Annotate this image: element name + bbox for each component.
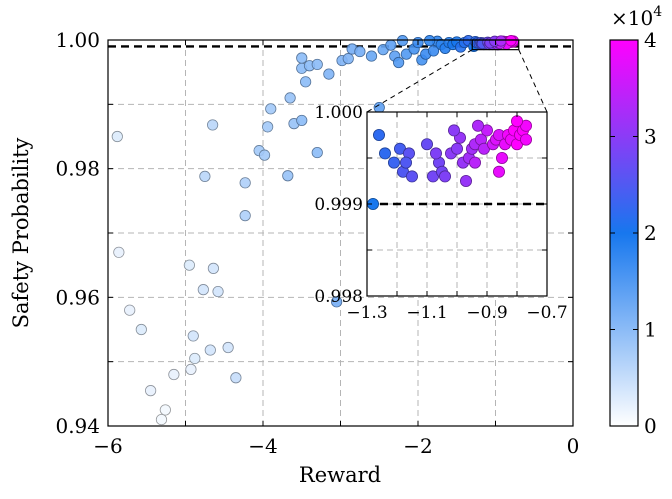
y-tick-label: 1.00	[55, 28, 100, 52]
data-point	[427, 45, 440, 57]
inset-points	[366, 115, 533, 210]
inset-data-point	[459, 174, 472, 187]
colorbar-tick-label: 3	[644, 125, 657, 149]
x-tick-label: −2	[403, 434, 432, 458]
data-point	[296, 52, 308, 64]
colorbar-tick-label: 4	[644, 28, 657, 52]
data-point	[311, 58, 323, 71]
inset-data-point	[429, 147, 442, 160]
data-point	[111, 130, 123, 143]
data-point	[212, 285, 224, 298]
data-point	[282, 170, 294, 182]
data-point	[207, 262, 219, 274]
colorbar-tick-label: 1	[644, 318, 657, 342]
data-point	[400, 48, 412, 60]
data-point	[124, 304, 136, 316]
colorbar-multiplier-base: ×10	[611, 6, 653, 30]
colorbar-tick-label: 2	[644, 221, 657, 245]
x-tick-label: −6	[93, 434, 122, 458]
inset-data-point	[471, 119, 484, 132]
data-point	[296, 114, 308, 127]
data-point	[300, 76, 312, 88]
inset-data-point	[387, 156, 400, 169]
data-point	[155, 413, 168, 426]
data-point	[113, 246, 125, 258]
data-point	[311, 146, 323, 159]
data-point	[199, 170, 211, 182]
inset-y-tick-label: 0.998	[314, 287, 363, 307]
data-point	[365, 50, 378, 62]
data-point	[424, 35, 436, 47]
colorbar-multiplier-exponent: 4	[653, 4, 662, 20]
inset-y-tick-label: 1.000	[314, 103, 363, 123]
data-point	[145, 385, 157, 397]
inset-x-tick-label: −1.1	[406, 303, 447, 323]
data-point	[168, 368, 180, 381]
data-point	[495, 35, 507, 47]
zoom-line-right	[518, 49, 548, 113]
data-point	[373, 101, 385, 114]
data-point	[262, 121, 274, 133]
data-point	[505, 35, 517, 47]
data-point	[135, 323, 147, 336]
inset-data-point	[450, 142, 463, 155]
data-point	[258, 149, 271, 161]
data-point	[189, 352, 201, 365]
data-point	[197, 284, 209, 296]
colorbar-ticks: 0 1 2 3 4	[610, 28, 657, 438]
data-point	[185, 363, 197, 375]
x-tick-label: −4	[248, 434, 277, 458]
y-tick-label: 0.94	[55, 414, 100, 438]
inset-x-tick-label: −0.9	[466, 303, 507, 323]
inset-ticks: −1.3 −1.1 −0.9 −0.7 0.998 0.999 1.000	[314, 103, 567, 323]
main-ticks: −6 −4 −2 0 0.94 0.96 0.98 1.00	[55, 28, 579, 458]
inset-x-tick-label: −1.3	[346, 303, 387, 323]
data-point	[207, 119, 219, 131]
inset-data-point	[510, 115, 523, 128]
data-point	[204, 344, 216, 356]
x-tick-label: 0	[567, 434, 580, 458]
data-point	[331, 296, 343, 308]
data-point	[239, 210, 251, 222]
data-point	[222, 341, 234, 354]
data-point	[354, 45, 366, 58]
inset-data-point	[405, 170, 418, 183]
data-point	[342, 53, 354, 65]
data-point	[284, 92, 296, 104]
zoom-connector	[366, 39, 548, 113]
inset-data-point	[447, 124, 460, 137]
x-axis-label: Reward	[299, 463, 381, 487]
inset-data-point	[492, 165, 505, 178]
inset-data-point	[420, 138, 433, 151]
y-tick-label: 0.98	[55, 157, 100, 181]
data-point	[396, 35, 409, 47]
data-point	[265, 103, 277, 115]
data-point	[323, 68, 335, 80]
inset-data-point	[520, 133, 533, 146]
y-axis-label: Safety Probability	[9, 137, 33, 328]
data-point	[393, 56, 405, 69]
inset-data-point	[399, 156, 412, 169]
inset-x-tick-label: −0.7	[526, 303, 567, 323]
inset-data-point	[438, 170, 451, 183]
data-point	[385, 39, 397, 51]
data-point	[230, 372, 242, 384]
zoom-box	[471, 39, 520, 51]
colorbar-multiplier: ×104	[611, 4, 662, 30]
colorbar-tick-label: 0	[644, 414, 657, 438]
data-point	[159, 404, 171, 416]
data-point	[239, 177, 251, 189]
inset-y-tick-label: 0.999	[314, 195, 363, 215]
inset-data-point	[372, 128, 385, 141]
data-point	[187, 330, 199, 342]
data-point	[183, 259, 195, 271]
y-tick-label: 0.96	[55, 285, 100, 309]
inset-data-point	[378, 147, 391, 160]
zoom-line-left	[366, 49, 473, 113]
inset-data-point	[495, 151, 508, 164]
inset-data-point	[468, 156, 481, 169]
